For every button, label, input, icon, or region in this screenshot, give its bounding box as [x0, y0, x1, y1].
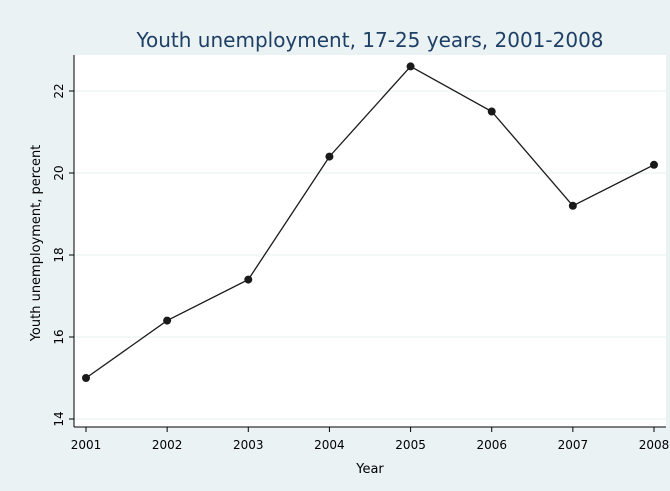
x-tick-label-2006: 2006 [476, 438, 507, 452]
gridlines [74, 90, 666, 420]
y-tick-label-16: 16 [52, 329, 66, 344]
x-tick-label-2001: 2001 [71, 438, 102, 452]
y-tick-label-14: 14 [52, 411, 66, 426]
data-point-2001 [82, 374, 90, 382]
data-point-2006 [487, 107, 496, 116]
chart-title: Youth unemployment, 17-25 years, 2001-20… [135, 28, 603, 52]
data-point-2005 [406, 62, 415, 71]
x-tick-label-2008: 2008 [639, 438, 670, 452]
series-group [82, 62, 658, 382]
x-tick-label-2005: 2005 [395, 438, 426, 452]
plot-area [74, 55, 666, 427]
series-line-0 [85, 65, 655, 379]
data-point-2007 [568, 201, 577, 210]
data-point-2003 [244, 275, 253, 284]
axes: 14 16 18 20 22 2001 2002 2003 2004 2005 2006 2007 20… [52, 55, 669, 452]
x-tick-label-2007: 2007 [558, 438, 589, 452]
x-axis-label: Year [355, 462, 384, 477]
x-tick-label-2002: 2002 [152, 438, 183, 452]
data-point-2002 [163, 316, 172, 325]
data-point-2004 [325, 152, 334, 161]
x-tick-label-2004: 2004 [314, 438, 345, 452]
x-tick-label-2003: 2003 [233, 438, 264, 452]
data-point-2008 [650, 160, 658, 169]
y-tick-label-18: 18 [52, 247, 66, 262]
y-tick-label-20: 20 [52, 165, 66, 180]
y-tick-label-22: 22 [52, 83, 66, 98]
y-axis-label: Youth unemployment, percent [29, 145, 44, 343]
